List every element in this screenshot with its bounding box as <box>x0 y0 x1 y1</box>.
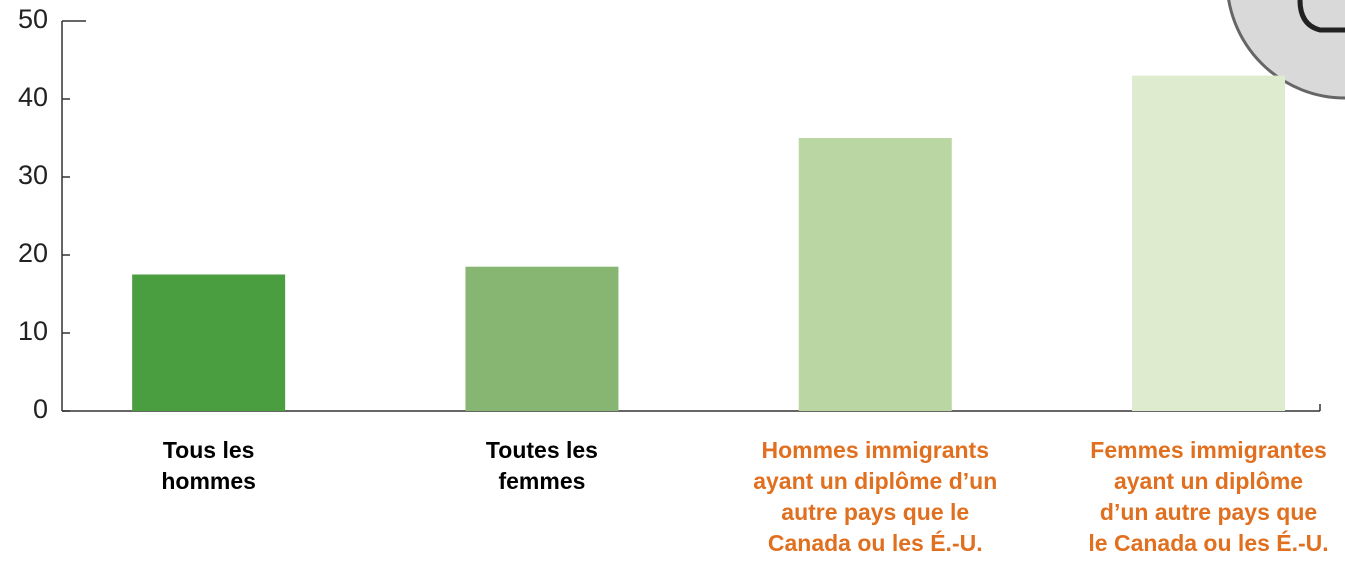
x-tick-label: hommes <box>161 468 256 494</box>
x-tick-label: femmes <box>498 468 585 494</box>
corner-decoration <box>1227 0 1345 100</box>
x-tick-label: ayant un diplôme <box>1114 468 1303 494</box>
x-tick-label: Canada ou les É.-U. <box>768 529 983 556</box>
y-tick-label: 30 <box>18 160 48 190</box>
y-tick-label: 50 <box>18 4 48 34</box>
x-tick-label: d’un autre pays que <box>1100 499 1317 525</box>
x-tick-label: Tous les <box>163 437 255 463</box>
y-tick-label: 10 <box>18 316 48 346</box>
bar <box>798 138 952 411</box>
y-tick-label: 40 <box>18 82 48 112</box>
decor-stroke <box>1297 0 1345 33</box>
x-tick-label: le Canada ou les É.-U. <box>1088 529 1328 556</box>
decor-circle <box>1227 0 1345 100</box>
x-tick-label: Femmes immigrantes <box>1090 437 1326 463</box>
bar <box>132 274 286 411</box>
x-tick-label: Hommes immigrants <box>761 437 989 463</box>
x-tick-label: Toutes les <box>486 437 598 463</box>
y-tick-label: 0 <box>33 394 48 424</box>
y-tick-label: 20 <box>18 238 48 268</box>
bar <box>465 266 619 411</box>
bar <box>1132 75 1286 411</box>
x-tick-label: ayant un diplôme d’un <box>753 468 997 494</box>
x-tick-label: autre pays que le <box>781 499 969 525</box>
